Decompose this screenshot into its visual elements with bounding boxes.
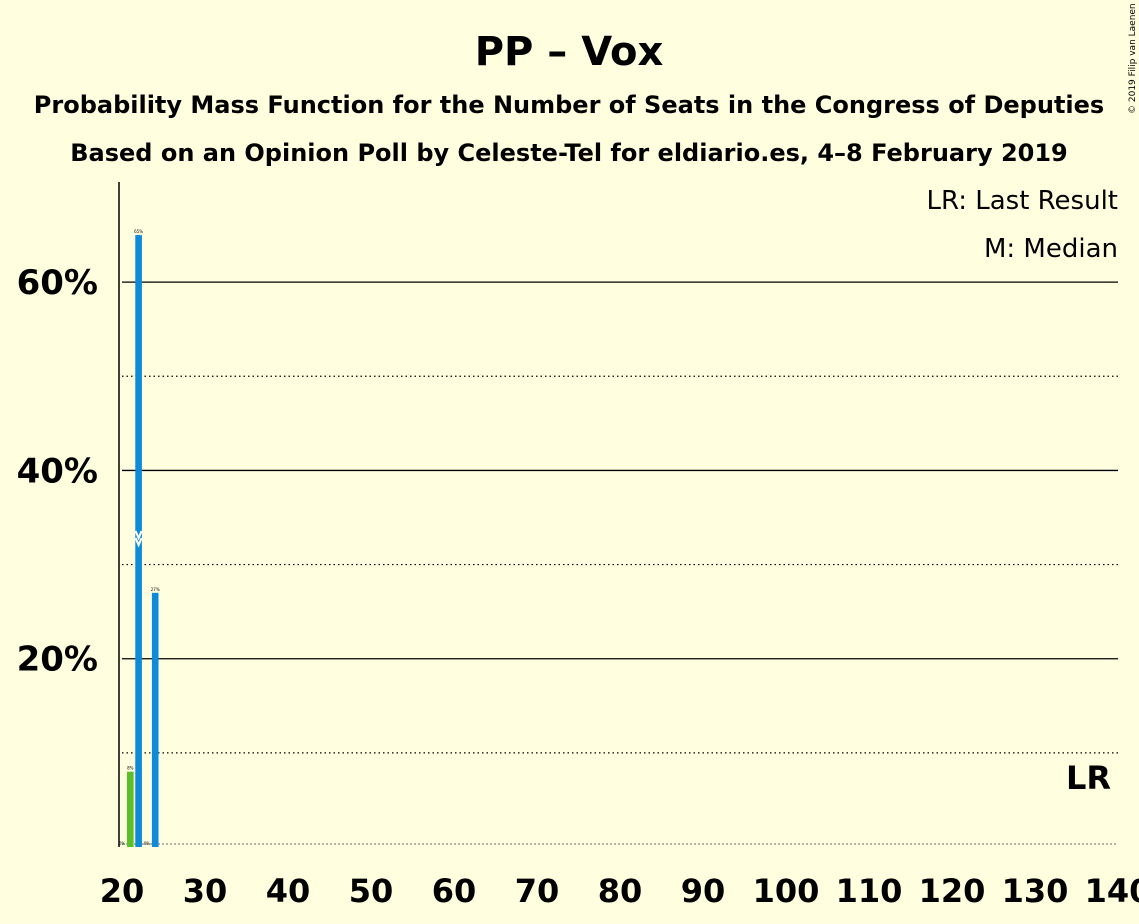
- bar-labels: 0% 8% 65% 0% 27%: [119, 229, 160, 846]
- legend-last-result: LR: Last Result: [926, 186, 1118, 216]
- x-tick-label: 20: [100, 872, 145, 910]
- x-tick-label: 130: [1002, 872, 1069, 910]
- last-result-marker: LR: [1066, 759, 1111, 797]
- bar-value-label: 27%: [151, 587, 160, 592]
- y-axis-ticks: 20% 40% 60%: [17, 263, 98, 680]
- y-tick-label: 60%: [17, 263, 98, 303]
- bar: [151, 592, 159, 847]
- chart-title: PP – Vox: [475, 29, 664, 75]
- x-tick-label: 30: [183, 872, 228, 910]
- x-tick-label: 60: [432, 872, 477, 910]
- legend-median: M: Median: [984, 234, 1118, 264]
- x-tick-label: 120: [919, 872, 986, 910]
- x-tick-label: 90: [681, 872, 726, 910]
- gridlines: [122, 281, 1118, 845]
- x-tick-label: 40: [266, 872, 311, 910]
- bar: [126, 771, 134, 847]
- bar: [135, 235, 142, 848]
- bar-value-label: 0%: [119, 841, 126, 846]
- bar-value-label: 65%: [134, 229, 143, 234]
- x-tick-label: 50: [349, 872, 394, 910]
- x-tick-label: 70: [515, 872, 560, 910]
- bar-value-label: 0%: [144, 841, 151, 846]
- x-axis-ticks: 20 30 40 50 60 70 80 90 100 110 120 130 140: [100, 872, 1139, 910]
- x-tick-label: 110: [836, 872, 903, 910]
- x-tick-label: 100: [753, 872, 820, 910]
- y-tick-label: 20%: [17, 640, 98, 680]
- chart-subtitle-poll: Based on an Opinion Poll by Celeste-Tel …: [70, 139, 1068, 167]
- chart-subtitle: Probability Mass Function for the Number…: [34, 91, 1104, 119]
- x-tick-label: 80: [598, 872, 643, 910]
- bar-value-label: 8%: [127, 766, 134, 771]
- copyright-notice: © 2019 Filip van Laenen: [1128, 3, 1138, 114]
- y-tick-label: 40%: [17, 451, 98, 491]
- x-tick-label: 140: [1085, 872, 1139, 910]
- median-marker: [134, 530, 143, 548]
- bars: [126, 235, 159, 848]
